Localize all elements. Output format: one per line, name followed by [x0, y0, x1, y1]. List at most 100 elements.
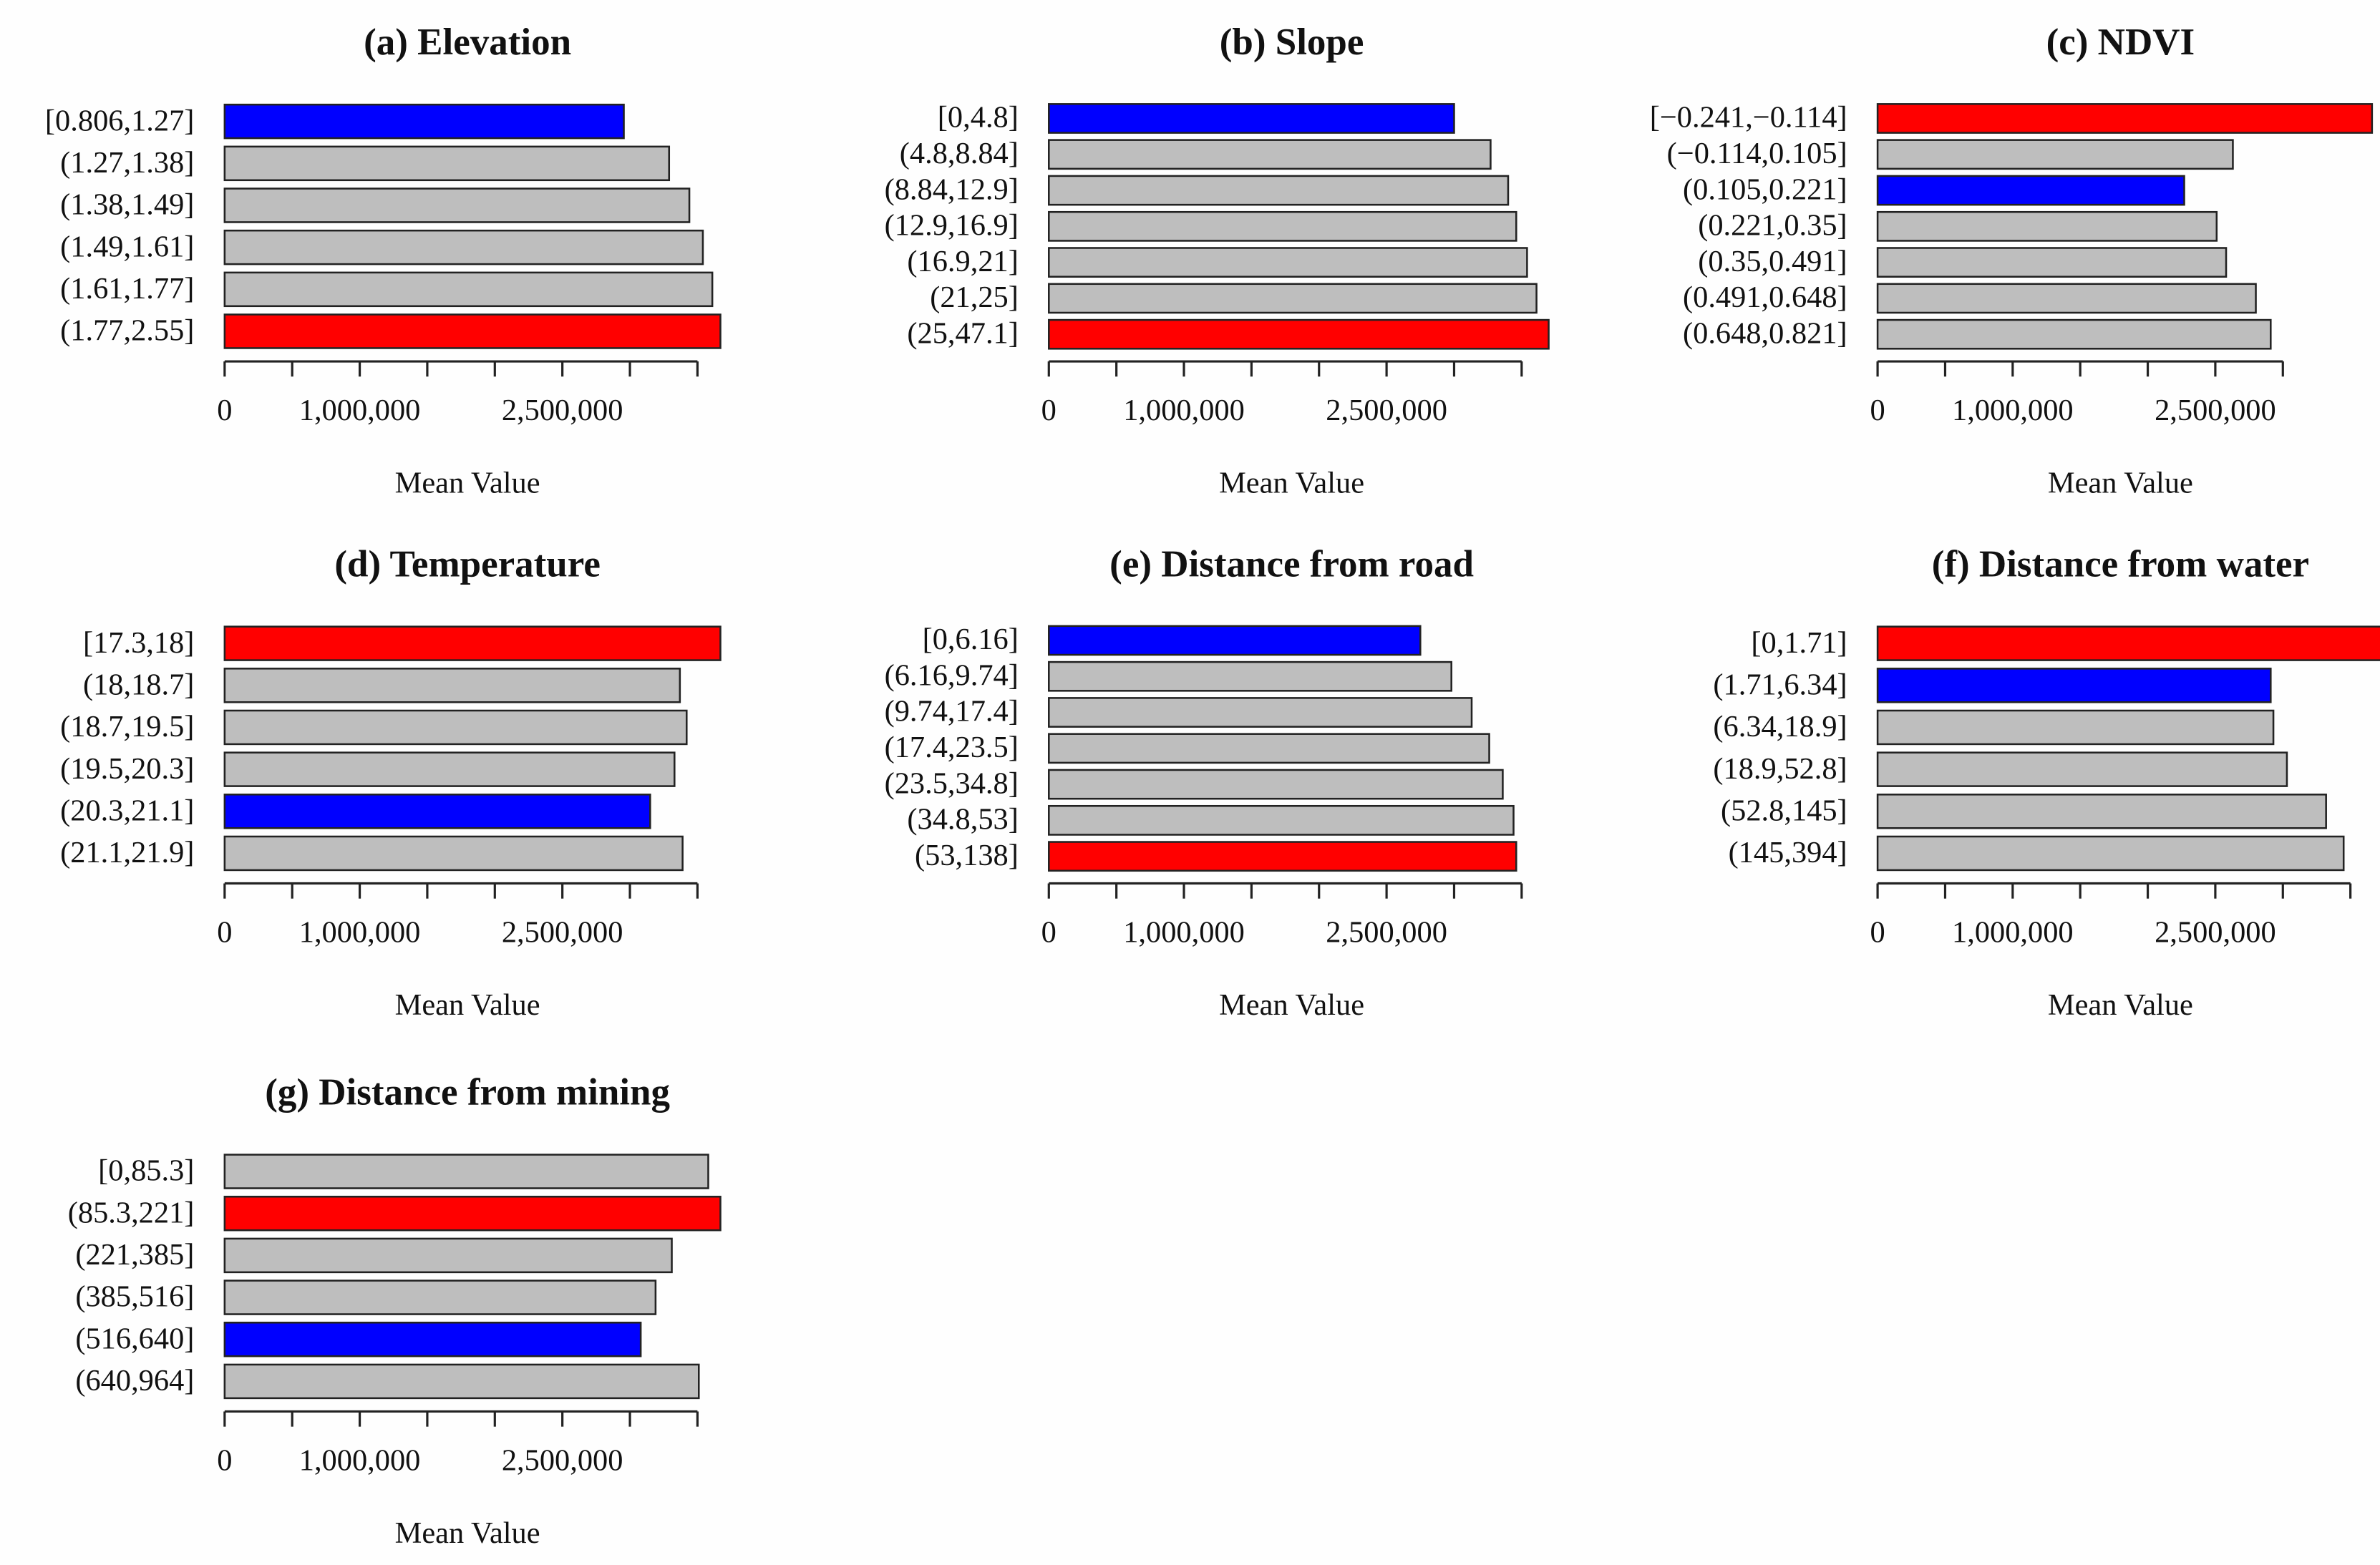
category-label: (4.8,8.84]: [900, 137, 1019, 170]
category-label: (1.71,6.34]: [1713, 668, 1847, 701]
category-label: (385,516]: [75, 1280, 194, 1314]
panel-title: (c) NDVI: [2046, 21, 2195, 63]
category-label: (52.8,145]: [1721, 794, 1847, 827]
bar: [223, 668, 681, 703]
x-axis-label: Mean Value: [1219, 988, 1364, 1022]
x-axis-label: Mean Value: [395, 1516, 540, 1550]
x-tick-label: 2,500,000: [502, 915, 623, 949]
x-tick-label: 1,000,000: [299, 915, 421, 949]
category-label: (1.49,1.61]: [60, 230, 194, 263]
bar: [1048, 733, 1490, 764]
bar: [223, 709, 688, 746]
panel: (a) Elevation [0.806,1.27] (1.27,1.38] (1.3…: [45, 21, 722, 500]
category-label: (0.491,0.648]: [1683, 281, 1847, 314]
category-label: [−0.241,−0.114]: [1650, 101, 1847, 135]
x-axis-label: Mean Value: [395, 988, 540, 1022]
bar: [223, 103, 625, 140]
x-tick-label: 2,500,000: [1326, 394, 1447, 427]
x-tick-label: 0: [1041, 394, 1057, 427]
category-label: (21.1,21.9]: [60, 836, 194, 869]
category-label: (12.9,16.9]: [885, 209, 1019, 243]
bar: [223, 794, 651, 829]
category-label: (640,964]: [75, 1364, 194, 1398]
panel-title: (d) Temperature: [334, 544, 600, 585]
bar: [1876, 835, 2345, 872]
x-tick-label: 2,500,000: [502, 1443, 623, 1477]
bar: [1048, 625, 1422, 656]
panel: (g) Distance from mining [0,85.3] (85.3,22…: [68, 1072, 722, 1550]
bar: [1876, 175, 2185, 206]
x-tick-label: 0: [217, 915, 232, 949]
x-tick-label: 1,000,000: [299, 1443, 421, 1477]
bar: [1876, 794, 2327, 829]
x-tick-label: 0: [217, 394, 232, 427]
category-label: (20.3,21.1]: [60, 794, 194, 827]
category-label: (9.74,17.4]: [885, 695, 1019, 728]
bar: [223, 625, 722, 661]
panel: (d) Temperature [17.3,18] (18,18.7] (18.7,1…: [60, 544, 722, 1022]
bar: [1048, 697, 1473, 728]
category-label: [0,4.8]: [938, 101, 1019, 135]
panel-title: (b) Slope: [1220, 21, 1364, 63]
panel-title: (g) Distance from mining: [265, 1072, 670, 1113]
bar: [1048, 139, 1492, 170]
x-tick-label: 1,000,000: [1952, 915, 2074, 949]
bar: [1876, 247, 2228, 278]
bar: [1048, 318, 1550, 350]
x-tick-label: 2,500,000: [2155, 394, 2276, 427]
category-label: (19.5,20.3]: [60, 752, 194, 786]
bar: [1876, 103, 2374, 134]
x-axis-label: Mean Value: [395, 467, 540, 500]
category-label: (6.16,9.74]: [885, 658, 1019, 692]
x-tick-label: 0: [1870, 394, 1885, 427]
bar: [1876, 283, 2257, 314]
bar: [1048, 175, 1510, 206]
panel: (e) Distance from road [0,6.16](6.16,9.74…: [885, 544, 1523, 1022]
category-label: [0,85.3]: [98, 1154, 194, 1188]
x-tick-label: 1,000,000: [1123, 394, 1245, 427]
x-tick-label: 2,500,000: [502, 394, 623, 427]
x-tick-label: 0: [1870, 915, 1885, 949]
panel-title: (e) Distance from road: [1109, 544, 1474, 585]
category-label: (53,138]: [915, 839, 1019, 872]
category-label: [0.806,1.27]: [45, 104, 194, 137]
x-axis-label: Mean Value: [2048, 988, 2193, 1022]
x-axis-label: Mean Value: [2048, 467, 2193, 500]
bar: [223, 1195, 722, 1232]
panel: (c) NDVI [−0.241,−0.114](−0.114,0.105] (0.…: [1650, 21, 2374, 500]
category-label: (1.77,2.55]: [60, 314, 194, 348]
bar: [223, 229, 704, 265]
bar: [1048, 841, 1517, 872]
bar: [1876, 709, 2275, 746]
bar: [223, 751, 676, 787]
category-label: (8.84,12.9]: [885, 172, 1019, 206]
category-label: (34.8,53]: [907, 803, 1018, 837]
bar: [223, 1154, 709, 1189]
x-tick-label: 1,000,000: [1952, 394, 2074, 427]
category-label: (16.9,21]: [907, 245, 1018, 278]
panel-title: (a) Elevation: [364, 21, 571, 63]
category-label: (516,640]: [75, 1322, 194, 1355]
category-label: (18.9,52.8]: [1713, 752, 1847, 786]
x-axis-label: Mean Value: [1219, 467, 1364, 500]
x-tick-label: 1,000,000: [299, 394, 421, 427]
category-label: [0,1.71]: [1751, 626, 1847, 660]
bar: [1876, 210, 2218, 242]
bar: [1048, 283, 1538, 314]
bar: [1048, 660, 1452, 692]
category-label: (1.27,1.38]: [60, 146, 194, 180]
category-label: (1.61,1.77]: [60, 272, 194, 306]
x-tick-label: 2,500,000: [1326, 915, 1447, 949]
category-label: (1.38,1.49]: [60, 188, 194, 222]
x-tick-label: 0: [1041, 915, 1057, 949]
category-label: [17.3,18]: [83, 626, 194, 660]
category-label: (145,394]: [1729, 836, 1847, 869]
bar: [223, 1363, 700, 1400]
bar: [1048, 804, 1515, 836]
category-label: (−0.114,0.105]: [1667, 137, 1847, 170]
category-label: (17.4,23.5]: [885, 731, 1019, 764]
category-label: (0.221,0.35]: [1698, 209, 1847, 243]
bar: [223, 1279, 657, 1315]
bar: [1876, 668, 2272, 703]
